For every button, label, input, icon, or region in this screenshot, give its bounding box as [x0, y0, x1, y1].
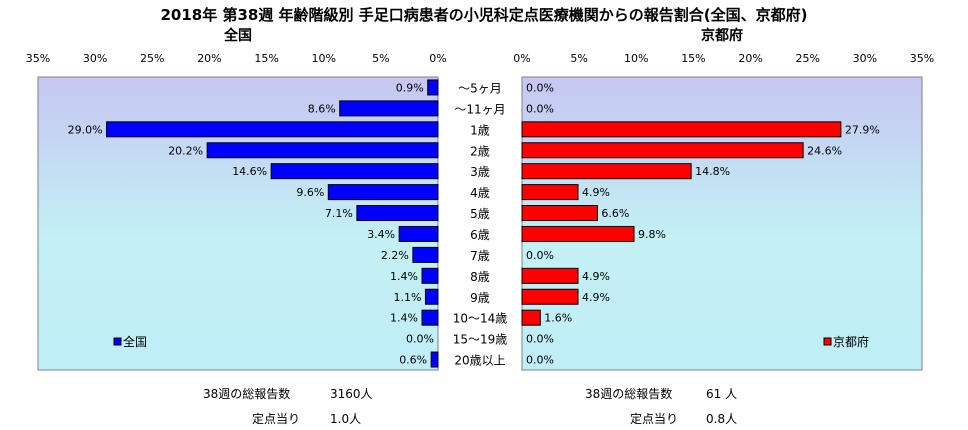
left-data-label: 0.9%	[396, 81, 424, 94]
category-label: 20歳以上	[454, 354, 505, 368]
right-axis-tick-label: 15%	[681, 52, 705, 65]
left-panel-heading: 全国	[223, 27, 252, 44]
left-bar	[106, 121, 439, 138]
right-bar	[521, 288, 579, 305]
right-bar	[521, 225, 635, 242]
left-data-label: 0.6%	[399, 354, 427, 367]
left-legend-label: 全国	[123, 334, 147, 349]
right-data-label: 0.0%	[526, 333, 554, 346]
right-legend-label: 京都府	[833, 334, 869, 349]
right-axis-tick-label: 30%	[853, 52, 877, 65]
right-axis-tick-label: 5%	[570, 52, 587, 65]
right-data-label: 6.6%	[601, 207, 629, 220]
left-data-label: 8.6%	[308, 102, 336, 115]
right-data-label: 4.9%	[582, 270, 610, 283]
national-per-value: 1.0人	[330, 412, 362, 426]
right-data-label: 9.8%	[638, 228, 666, 241]
left-bar	[427, 79, 439, 96]
left-data-label: 0.0%	[406, 333, 434, 346]
left-legend-swatch	[113, 337, 122, 346]
left-bar	[339, 100, 439, 117]
category-label: 9歳	[470, 291, 490, 305]
right-data-label: 27.9%	[845, 123, 880, 136]
left-data-label: 29.0%	[68, 123, 103, 136]
left-data-label: 1.4%	[390, 270, 418, 283]
category-label: 6歳	[470, 228, 490, 242]
category-label: 15～19歳	[453, 333, 508, 347]
national-total-value: 3160人	[330, 387, 373, 401]
right-data-label: 4.9%	[582, 291, 610, 304]
left-data-label: 7.1%	[325, 207, 353, 220]
right-bar	[521, 267, 579, 284]
category-label: 2歳	[470, 144, 490, 158]
right-data-label: 14.8%	[695, 165, 730, 178]
left-axis-tick-label: 5%	[372, 52, 389, 65]
right-bar	[521, 205, 598, 222]
right-axis-tick-label: 20%	[738, 52, 762, 65]
category-label: ～5ヶ月	[458, 81, 502, 95]
left-bar	[398, 225, 439, 242]
kyoto-total-value: 61 人	[706, 387, 738, 401]
right-axis-tick-label: 25%	[795, 52, 819, 65]
left-bar	[356, 205, 439, 222]
left-axis-tick-label: 25%	[140, 52, 164, 65]
category-label: 4歳	[470, 186, 490, 200]
right-data-label: 24.6%	[807, 144, 842, 157]
left-data-label: 2.2%	[381, 249, 409, 262]
left-axis-tick-label: 15%	[254, 52, 278, 65]
left-bar	[206, 142, 439, 159]
chart-title: 2018年 第38週 年齢階級別 手足口病患者の小児科定点医療機関からの報告割合…	[160, 6, 808, 24]
left-axis-tick-label: 10%	[311, 52, 335, 65]
left-bar	[430, 351, 439, 368]
right-axis-tick-label: 0%	[513, 52, 530, 65]
right-bar	[521, 163, 692, 180]
right-bar	[521, 184, 579, 201]
left-bar	[270, 163, 439, 180]
right-data-label: 0.0%	[526, 81, 554, 94]
left-data-label: 9.6%	[296, 186, 324, 199]
right-bar	[521, 121, 842, 138]
left-data-label: 3.4%	[367, 228, 395, 241]
left-axis-tick-label: 0%	[429, 52, 446, 65]
left-axis-tick-label: 20%	[197, 52, 221, 65]
right-axis-tick-label: 35%	[910, 52, 934, 65]
left-bar	[421, 309, 439, 326]
left-data-label: 1.4%	[390, 312, 418, 325]
right-bar	[521, 142, 804, 159]
category-label: 7歳	[470, 249, 490, 263]
right-data-label: 0.0%	[526, 354, 554, 367]
left-axis-tick-label: 35%	[26, 52, 50, 65]
right-axis-tick-label: 10%	[624, 52, 648, 65]
right-data-label: 1.6%	[544, 312, 572, 325]
left-data-label: 1.1%	[393, 291, 421, 304]
right-data-label: 0.0%	[526, 102, 554, 115]
left-bar	[327, 184, 439, 201]
kyoto-total-label: 38週の総報告数	[585, 387, 673, 401]
kyoto-per-value: 0.8人	[706, 412, 738, 426]
right-bar	[521, 309, 541, 326]
national-total-label: 38週の総報告数	[203, 387, 291, 401]
left-axis-tick-label: 30%	[83, 52, 107, 65]
category-label: 5歳	[470, 207, 490, 221]
category-label: ～11ヶ月	[454, 102, 505, 116]
left-bar	[412, 246, 439, 263]
right-plot-area	[521, 76, 923, 371]
right-data-label: 4.9%	[582, 186, 610, 199]
category-label: 8歳	[470, 270, 490, 284]
left-plot-area	[37, 76, 439, 371]
right-data-label: 0.0%	[526, 249, 554, 262]
category-label: 3歳	[470, 165, 490, 179]
left-bar	[424, 288, 439, 305]
category-label: 1歳	[470, 123, 490, 137]
national-per-label: 定点当り	[252, 412, 301, 426]
right-legend-swatch	[823, 337, 832, 346]
left-bar	[421, 267, 439, 284]
right-panel-heading: 京都府	[701, 27, 743, 44]
left-data-label: 20.2%	[168, 144, 203, 157]
kyoto-per-label: 定点当り	[630, 412, 679, 426]
left-data-label: 14.6%	[232, 165, 267, 178]
category-label: 10～14歳	[453, 312, 508, 326]
